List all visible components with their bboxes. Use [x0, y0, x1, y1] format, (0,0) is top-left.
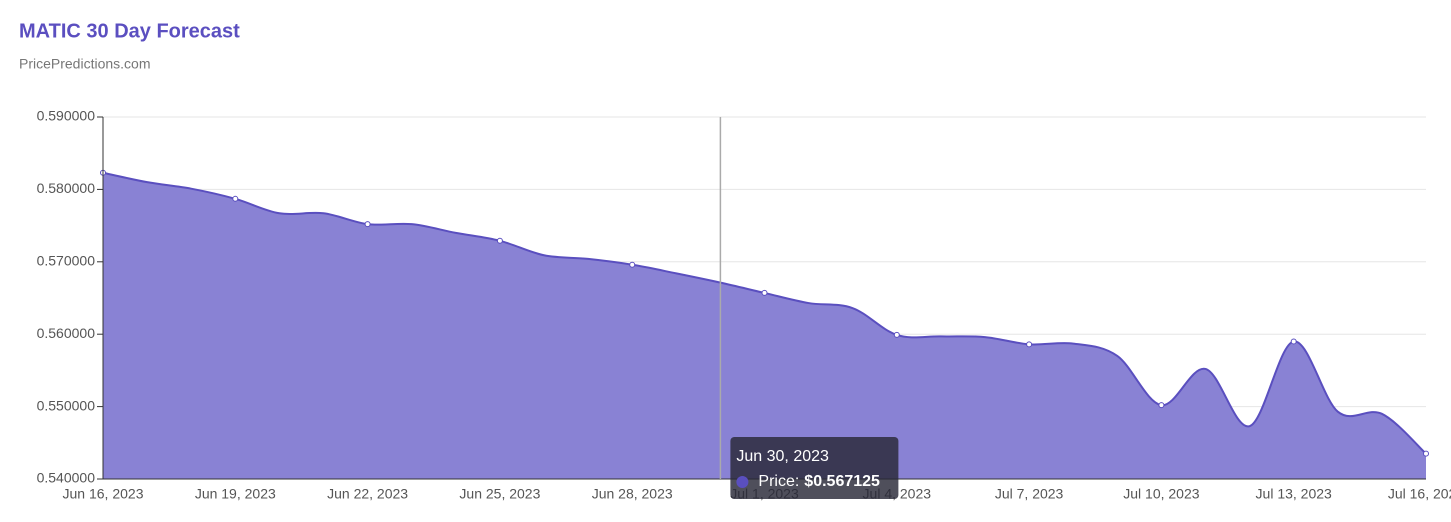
point: [1026, 341, 1033, 348]
chart-title: MATIC 30 Day Forecast: [19, 20, 240, 42]
tooltip-value: Price: $0.567125: [758, 473, 880, 490]
point: [364, 221, 371, 228]
point: [496, 237, 503, 244]
y-tick-label: 0.550000: [37, 397, 96, 413]
tooltip-label: Price:: [758, 473, 799, 490]
x-tick-label: Jul 7, 2023: [995, 486, 1064, 502]
x-tick-label: Jul 13, 2023: [1256, 486, 1332, 502]
x-tick-label: Jun 25, 2023: [459, 486, 540, 502]
point: [1290, 338, 1297, 345]
x-tick-label: Jun 16, 2023: [63, 486, 144, 502]
point: [629, 261, 636, 268]
x-tick-label: Jun 28, 2023: [592, 486, 673, 502]
x-tick-label: Jul 10, 2023: [1123, 486, 1199, 502]
x-tick-label: Jun 22, 2023: [327, 486, 408, 502]
tooltip-swatch: [736, 476, 749, 488]
y-tick-label: 0.570000: [37, 253, 96, 269]
tooltip-box: [730, 437, 899, 499]
tooltip: Jun 30, 2023 Price: $0.567125: [730, 437, 899, 499]
point: [761, 289, 768, 296]
y-tick-label: 0.560000: [37, 325, 96, 341]
point: [232, 195, 239, 202]
area-fill: [103, 172, 1426, 480]
chart-subtitle: PricePredictions.com: [19, 56, 151, 72]
point: [1158, 402, 1165, 409]
point: [893, 331, 900, 338]
y-tick-label: 0.580000: [37, 180, 96, 196]
tooltip-date: Jun 30, 2023: [736, 448, 829, 465]
x-tick-label: Jul 16, 2023: [1388, 486, 1451, 502]
point: [1423, 450, 1429, 457]
tooltip-price: $0.567125: [804, 473, 880, 490]
y-tick-label: 0.590000: [37, 108, 96, 124]
y-tick-label: 0.540000: [37, 470, 96, 486]
x-tick-label: Jun 19, 2023: [195, 486, 276, 502]
line: [102, 171, 1427, 455]
